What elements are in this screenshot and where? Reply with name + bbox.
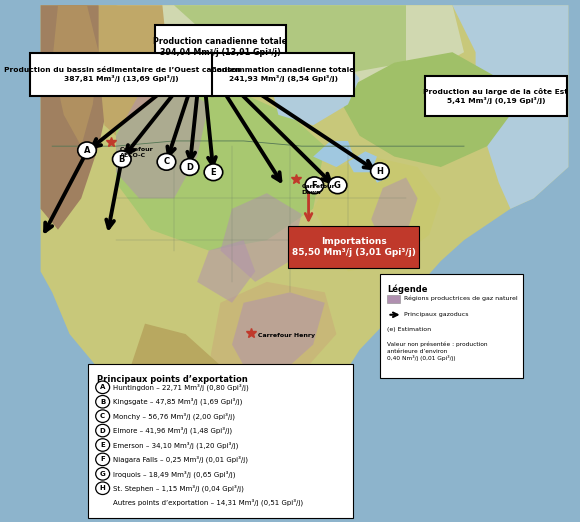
Text: Autres points d’exportation – 14,31 Mm³/j (0,51 Gpi³/j): Autres points d’exportation – 14,31 Mm³/… — [113, 499, 303, 506]
Circle shape — [96, 468, 110, 480]
Text: Importations
85,50 Mm³/j (3,01 Gpi³/j): Importations 85,50 Mm³/j (3,01 Gpi³/j) — [292, 236, 416, 257]
Text: Production canadienne totale
394,04 Mm³/j (13,91 Gpi³/j): Production canadienne totale 394,04 Mm³/… — [153, 37, 288, 57]
Polygon shape — [174, 5, 406, 73]
Text: Principaux points d’exportation: Principaux points d’exportation — [97, 375, 248, 384]
Polygon shape — [371, 177, 418, 245]
Text: B: B — [119, 155, 125, 164]
Text: Production du bassin sédimentaire de l’Ouest canadien
387,81 Mm³/j (13,69 Gpi³/j: Production du bassin sédimentaire de l’O… — [3, 67, 240, 82]
FancyBboxPatch shape — [288, 226, 419, 268]
Polygon shape — [220, 193, 302, 282]
Circle shape — [305, 177, 324, 194]
Polygon shape — [99, 5, 168, 146]
Polygon shape — [128, 324, 232, 438]
Polygon shape — [52, 5, 99, 146]
Text: Principaux gazoducs: Principaux gazoducs — [404, 312, 468, 317]
Text: F: F — [311, 181, 317, 190]
Polygon shape — [41, 5, 568, 433]
Polygon shape — [313, 141, 354, 167]
Polygon shape — [267, 52, 360, 125]
Text: Iroquois – 18,49 Mm³/j (0,65 Gpi³/j): Iroquois – 18,49 Mm³/j (0,65 Gpi³/j) — [113, 470, 235, 478]
Text: Consommation canadienne totale
241,93 Mm³/j (8,54 Gpi³/j): Consommation canadienne totale 241,93 Mm… — [211, 67, 355, 82]
Circle shape — [96, 424, 110, 437]
Text: C: C — [164, 157, 169, 167]
Polygon shape — [348, 151, 377, 172]
Text: Régions productrices de gaz naturel: Régions productrices de gaz naturel — [404, 296, 517, 301]
Text: G: G — [334, 181, 341, 190]
Circle shape — [78, 142, 96, 159]
Text: E: E — [211, 168, 216, 177]
Text: Emerson – 34,10 Mm³/j (1,20 Gpi³/j): Emerson – 34,10 Mm³/j (1,20 Gpi³/j) — [113, 441, 238, 449]
FancyBboxPatch shape — [380, 274, 523, 378]
Circle shape — [328, 177, 347, 194]
Polygon shape — [197, 240, 255, 303]
Text: B: B — [100, 399, 106, 405]
Polygon shape — [116, 84, 209, 198]
Text: Niagara Falls – 0,25 Mm³/j (0,01 Gpi³/j): Niagara Falls – 0,25 Mm³/j (0,01 Gpi³/j) — [113, 456, 248, 463]
FancyBboxPatch shape — [425, 76, 567, 116]
Circle shape — [113, 151, 131, 168]
Text: F: F — [100, 456, 105, 462]
Circle shape — [96, 482, 110, 494]
Text: Valeur non présentée : production
antérieure d’environ
0,40 Nm³/j (0,01 Gpi³/j): Valeur non présentée : production antéri… — [387, 342, 488, 361]
Text: Carrefour Henry: Carrefour Henry — [258, 333, 315, 338]
Polygon shape — [336, 52, 510, 167]
Text: Elmore – 41,96 Mm³/j (1,48 Gpi³/j): Elmore – 41,96 Mm³/j (1,48 Gpi³/j) — [113, 427, 232, 434]
Text: C: C — [100, 413, 105, 419]
Circle shape — [96, 453, 110, 466]
Bar — [0, 0, 41, 522]
FancyBboxPatch shape — [88, 364, 353, 518]
Polygon shape — [41, 5, 116, 230]
FancyBboxPatch shape — [212, 53, 354, 96]
Text: Production au large de la côte Est
5,41 Mm³/j (0,19 Gpi³/j): Production au large de la côte Est 5,41 … — [423, 88, 568, 104]
Circle shape — [180, 159, 199, 175]
Text: A: A — [100, 384, 106, 390]
Text: A: A — [84, 146, 90, 155]
Circle shape — [157, 153, 176, 170]
Text: Légende: Légende — [387, 284, 428, 294]
FancyBboxPatch shape — [155, 25, 286, 69]
Text: Carrefour
AECO-C: Carrefour AECO-C — [120, 147, 154, 158]
Circle shape — [96, 396, 110, 408]
Polygon shape — [116, 5, 464, 89]
Text: D: D — [100, 428, 106, 434]
Circle shape — [204, 164, 223, 181]
Polygon shape — [232, 292, 325, 376]
Text: G: G — [100, 471, 106, 477]
Text: St. Stephen – 1,15 Mm³/j (0,04 Gpi³/j): St. Stephen – 1,15 Mm³/j (0,04 Gpi³/j) — [113, 484, 244, 492]
Polygon shape — [313, 157, 441, 271]
Text: Monchy – 56,76 Mm³/j (2,00 Gpi³/j): Monchy – 56,76 Mm³/j (2,00 Gpi³/j) — [113, 412, 235, 420]
Circle shape — [96, 438, 110, 451]
Bar — [387, 295, 400, 303]
Circle shape — [371, 163, 389, 180]
Polygon shape — [371, 167, 389, 183]
Text: Kingsgate – 47,85 Mm³/j (1,69 Gpi³/j): Kingsgate – 47,85 Mm³/j (1,69 Gpi³/j) — [113, 398, 242, 406]
Text: Huntingdon – 22,71 Mm³/j (0,80 Gpi³/j): Huntingdon – 22,71 Mm³/j (0,80 Gpi³/j) — [113, 384, 249, 391]
Polygon shape — [209, 282, 336, 407]
Text: (e) Estimation: (e) Estimation — [387, 327, 432, 332]
Polygon shape — [452, 5, 568, 209]
Circle shape — [96, 410, 110, 422]
Polygon shape — [116, 94, 325, 251]
Text: H: H — [376, 167, 383, 176]
Text: H: H — [100, 485, 106, 491]
FancyBboxPatch shape — [30, 53, 213, 96]
Text: Carrefour
Dawn: Carrefour Dawn — [302, 184, 335, 195]
Text: D: D — [186, 162, 193, 172]
Circle shape — [96, 381, 110, 394]
Text: E: E — [100, 442, 105, 448]
